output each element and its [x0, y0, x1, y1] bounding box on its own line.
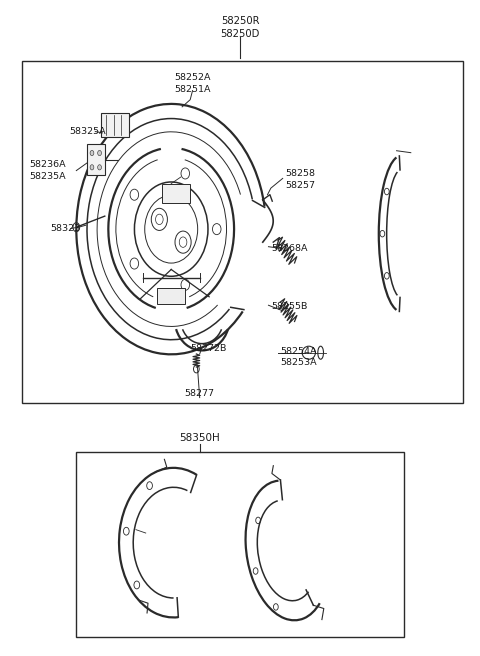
Text: 58268A: 58268A	[271, 244, 307, 253]
Text: 58255B: 58255B	[271, 302, 307, 311]
Text: 58325A: 58325A	[69, 127, 106, 136]
Bar	[87, 144, 105, 175]
Bar	[157, 288, 185, 304]
Text: 58272B: 58272B	[190, 344, 227, 354]
Text: 58323: 58323	[50, 224, 81, 233]
Circle shape	[90, 165, 94, 170]
Text: 58350H: 58350H	[180, 433, 220, 443]
Circle shape	[90, 150, 94, 155]
Text: 58258
58257: 58258 58257	[285, 169, 315, 190]
Bar	[162, 184, 190, 203]
Text: 58277: 58277	[185, 388, 215, 398]
Text: 58252A
58251A: 58252A 58251A	[174, 73, 211, 94]
Text: 58254A
58253A: 58254A 58253A	[280, 347, 317, 367]
Bar	[101, 113, 129, 137]
Bar	[22, 61, 463, 403]
Circle shape	[97, 165, 101, 170]
Text: 58236A
58235A: 58236A 58235A	[29, 160, 65, 181]
Bar	[76, 451, 404, 637]
Circle shape	[97, 150, 101, 155]
Text: 58250R
58250D: 58250R 58250D	[220, 16, 260, 39]
